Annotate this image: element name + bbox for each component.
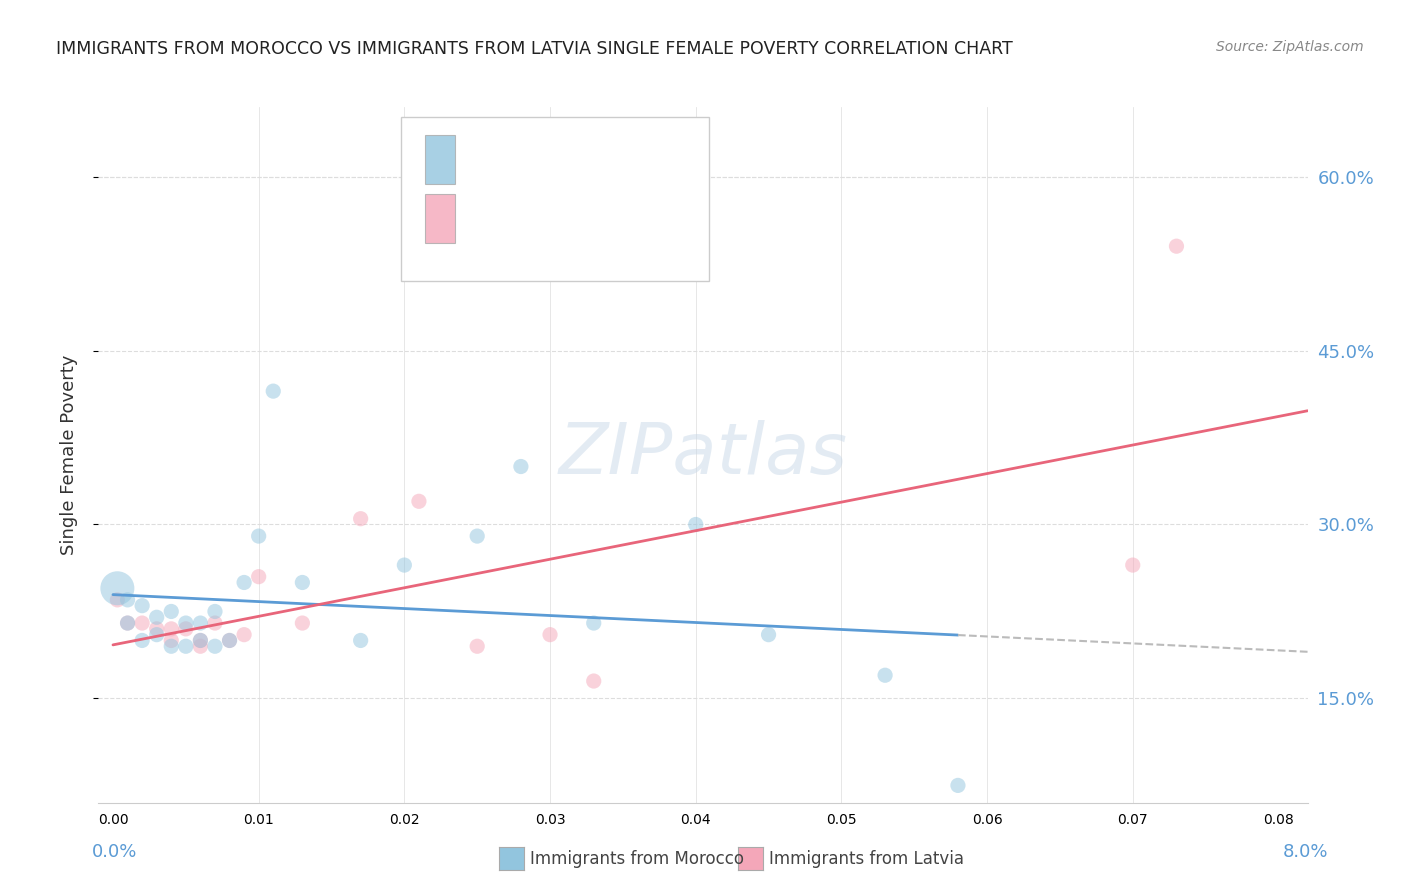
Point	[582, 615, 605, 630]
Point	[218, 633, 240, 648]
Point	[394, 558, 416, 573]
Y-axis label: Single Female Poverty: Single Female Poverty	[59, 355, 77, 555]
Point	[291, 575, 314, 590]
Point	[758, 628, 780, 642]
Point	[465, 529, 488, 543]
Text: IMMIGRANTS FROM MOROCCO VS IMMIGRANTS FROM LATVIA SINGLE FEMALE POVERTY CORRELAT: IMMIGRANTS FROM MOROCCO VS IMMIGRANTS FR…	[56, 40, 1012, 58]
Text: 0.0%: 0.0%	[91, 843, 136, 861]
Point	[190, 639, 212, 653]
Text: Source: ZipAtlas.com: Source: ZipAtlas.com	[1216, 40, 1364, 54]
Point	[350, 633, 373, 648]
Point	[247, 529, 270, 543]
Point	[190, 633, 212, 648]
Point	[247, 570, 270, 584]
Point	[1122, 558, 1144, 573]
Point	[160, 633, 183, 648]
Point	[685, 517, 707, 532]
Point	[131, 615, 153, 630]
Bar	[425, 194, 456, 243]
Point	[538, 628, 561, 642]
Text: Immigrants from Morocco: Immigrants from Morocco	[530, 850, 744, 868]
Point	[174, 622, 197, 636]
Point	[262, 384, 284, 398]
Point	[174, 639, 197, 653]
Point	[160, 622, 183, 636]
Text: 29: 29	[661, 156, 686, 174]
Point	[145, 610, 167, 624]
Bar	[425, 135, 456, 184]
Point	[291, 615, 314, 630]
Text: ZIPatlas: ZIPatlas	[558, 420, 848, 490]
Point	[145, 628, 167, 642]
Text: N =: N =	[606, 215, 658, 233]
Point	[350, 511, 373, 525]
Point	[465, 639, 488, 653]
Point	[875, 668, 897, 682]
Point	[218, 633, 240, 648]
Text: N =: N =	[606, 156, 658, 174]
Point	[233, 628, 256, 642]
Point	[117, 615, 139, 630]
Point	[160, 605, 183, 619]
Point	[131, 633, 153, 648]
Point	[117, 615, 139, 630]
Point	[190, 633, 212, 648]
Point	[509, 459, 531, 474]
FancyBboxPatch shape	[401, 118, 709, 281]
Text: Immigrants from Latvia: Immigrants from Latvia	[769, 850, 965, 868]
Point	[1166, 239, 1188, 253]
Point	[190, 615, 212, 630]
Point	[408, 494, 430, 508]
Point	[105, 582, 128, 596]
Point	[105, 592, 128, 607]
Point	[145, 622, 167, 636]
Text: 0.118: 0.118	[527, 215, 585, 233]
Point	[131, 599, 153, 613]
Point	[174, 615, 197, 630]
Point	[233, 575, 256, 590]
Text: 0.310: 0.310	[527, 156, 585, 174]
Point	[946, 778, 969, 793]
Text: 8.0%: 8.0%	[1284, 843, 1329, 861]
Text: 21: 21	[661, 215, 686, 233]
Point	[117, 592, 139, 607]
Point	[204, 605, 226, 619]
Text: R =: R =	[461, 156, 501, 174]
Point	[204, 615, 226, 630]
Text: R =: R =	[461, 215, 501, 233]
Point	[160, 639, 183, 653]
Point	[582, 674, 605, 689]
Point	[204, 639, 226, 653]
